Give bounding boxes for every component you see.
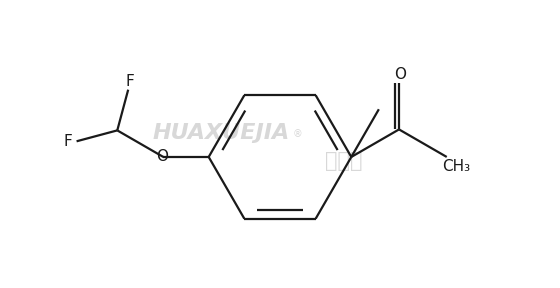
Text: CH₃: CH₃ [442,159,470,174]
Text: F: F [125,74,134,89]
Text: O: O [156,149,168,164]
Text: F: F [63,134,72,149]
Text: ®: ® [292,129,302,139]
Text: HUAXUEJIA: HUAXUEJIA [152,123,290,143]
Text: 化学加: 化学加 [325,151,363,171]
Text: O: O [394,67,407,82]
